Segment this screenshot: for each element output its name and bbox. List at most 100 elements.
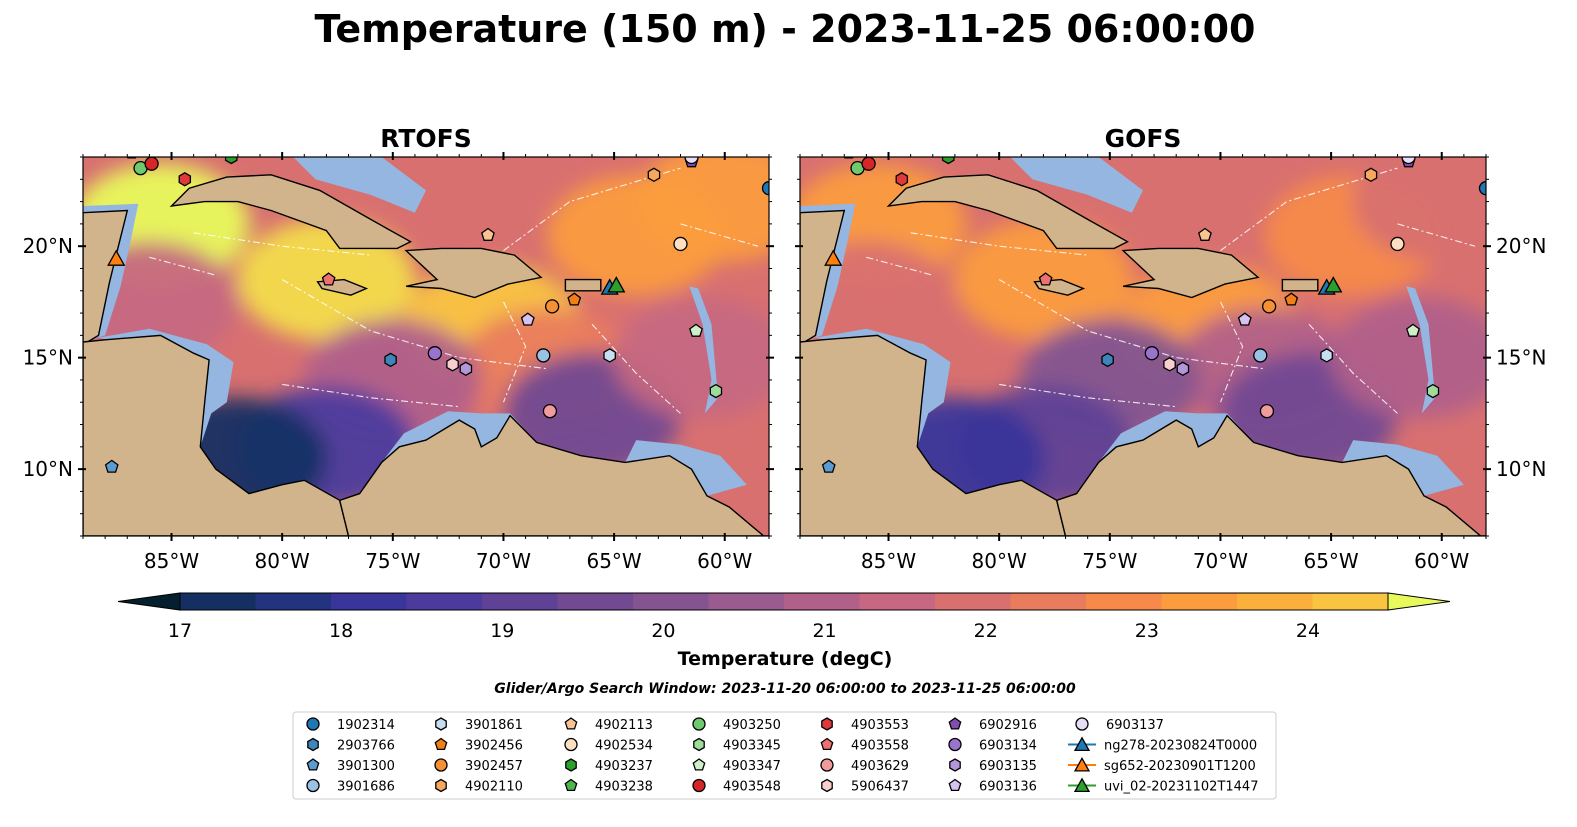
marker-4903345: [1426, 383, 1440, 399]
legend-label: 6903137: [1106, 718, 1164, 733]
marker-5906437: [446, 357, 459, 372]
panel-title: RTOFS: [380, 124, 472, 153]
legend-label: 4903629: [851, 759, 909, 774]
legend-marker: [1075, 717, 1089, 731]
legend-label: 4903558: [851, 739, 909, 754]
colorbar-tick-label: 18: [329, 620, 353, 642]
temperature-cell: [1330, 297, 1486, 419]
legend-entry: 4903250: [692, 717, 781, 733]
eez-boundary: [281, 279, 548, 370]
colorbar-tick-label: 22: [974, 620, 998, 642]
legend-marker: [435, 717, 447, 731]
land-hispaniola: [1121, 247, 1260, 299]
legend-label: 4902110: [465, 780, 523, 795]
map-panel-rtofs: RTOFS 85°W 80°W 75°W 70°W 65°W 60°W 20°N 15°N 10°…: [23, 124, 774, 573]
legend-label: 3901861: [465, 718, 523, 733]
marker-4902534: [1390, 236, 1405, 252]
marker-sg652-20230901T1200: [824, 249, 843, 266]
legend-frame: [292, 711, 1277, 800]
eez-boundary: [866, 256, 933, 276]
legend-label: 6903135: [979, 759, 1037, 774]
shelf-bahamas: [293, 157, 426, 213]
legend-entry: 4903238: [564, 778, 653, 795]
marker-6903137: [1401, 157, 1416, 165]
legend-entry: 4903237: [565, 758, 653, 774]
legend-entry: ng278-20230824T0000: [1068, 736, 1257, 754]
colorbar-extend-min: [117, 592, 181, 611]
eez-boundary: [502, 301, 527, 403]
legend-label: 3902457: [465, 759, 523, 774]
marker-4903237: [224, 157, 238, 165]
legend-entry: 3901686: [306, 778, 395, 795]
marker-4902110: [1364, 167, 1378, 183]
legend-entry: 3901861: [435, 717, 523, 733]
legend-marker: [948, 778, 962, 792]
legend-label: 6902916: [979, 718, 1037, 733]
legend-label: 6903136: [979, 780, 1037, 795]
legend-label: ng278-20230824T0000: [1104, 739, 1257, 754]
colorbar-segment: [784, 593, 860, 610]
map-body: [83, 157, 769, 536]
legend-label: 4903553: [851, 718, 909, 733]
marker-4903345: [709, 383, 723, 399]
marker-4902113: [481, 227, 495, 241]
marker-4903347: [1406, 323, 1420, 337]
land-cuba: [169, 174, 412, 250]
marker-4902113: [1198, 227, 1212, 241]
marker-6903134: [1144, 346, 1160, 361]
marker-uvi_02-20231102T1447: [607, 276, 626, 293]
legend-entry: 6903134: [948, 737, 1037, 754]
map-body: [800, 157, 1486, 536]
legend-entry: 4903553: [821, 717, 909, 733]
legend-marker: [692, 758, 706, 771]
legend-marker: [949, 758, 961, 772]
marker-4903629: [1259, 404, 1275, 419]
y-tick-label: 15°N: [23, 346, 73, 370]
x-tick-label: 80°W: [972, 549, 1027, 573]
colorbar-tick-label: 21: [812, 620, 836, 642]
x-tick-label: 70°W: [476, 549, 531, 573]
marker-6903136: [520, 312, 535, 326]
legend-marker: [821, 778, 833, 793]
legend-marker: [948, 737, 962, 752]
colorbar-segment: [406, 593, 483, 610]
shelf-lesser: [689, 286, 719, 414]
legend-entry: 3902457: [434, 758, 523, 774]
x-tick-label: 85°W: [861, 549, 916, 573]
legend-label: 4902113: [595, 718, 653, 733]
land-hispaniola: [404, 247, 543, 299]
marker-2903766: [1101, 352, 1114, 368]
colorbar-segment: [708, 593, 785, 610]
panel-frame: [82, 156, 770, 537]
colorbar-segment: [633, 593, 709, 610]
legend-marker: [564, 737, 578, 752]
marker-4903237: [941, 157, 955, 165]
temperature-cell: [613, 297, 769, 419]
legend-marker: [948, 717, 962, 730]
legend-label: 3902456: [465, 739, 523, 754]
y-tick-label: 10°N: [23, 457, 73, 481]
marker-3901300: [104, 459, 119, 473]
marker-3902456: [1284, 292, 1299, 306]
y-tick-label: 20°N: [23, 234, 73, 258]
marker-6903135: [459, 361, 473, 377]
map-panels: RTOFS 85°W 80°W 75°W 70°W 65°W 60°W 20°N 15°N 10°…: [23, 124, 1547, 573]
y-tick-label: 20°N: [1496, 234, 1546, 258]
marker-4902534: [673, 236, 688, 252]
legend-entry: 4903548: [692, 778, 781, 795]
legend-entry: 5906437: [821, 778, 909, 795]
marker-3901861: [603, 348, 616, 363]
x-tick-label: 75°W: [1082, 549, 1137, 573]
x-tick-label: 60°W: [697, 549, 752, 573]
legend-entry: 4902113: [564, 717, 653, 733]
colorbar-segment: [482, 593, 558, 610]
legend-marker: [564, 717, 578, 730]
marker-6903135: [1176, 361, 1190, 377]
shelf-bahamas: [1010, 157, 1143, 213]
legend-label: 4903237: [595, 759, 653, 774]
colorbar-segment: [1086, 593, 1162, 610]
marker-3902457: [544, 299, 560, 314]
land-puerto: [564, 278, 602, 292]
marker-3902456: [567, 292, 582, 306]
land-central: [83, 334, 350, 536]
